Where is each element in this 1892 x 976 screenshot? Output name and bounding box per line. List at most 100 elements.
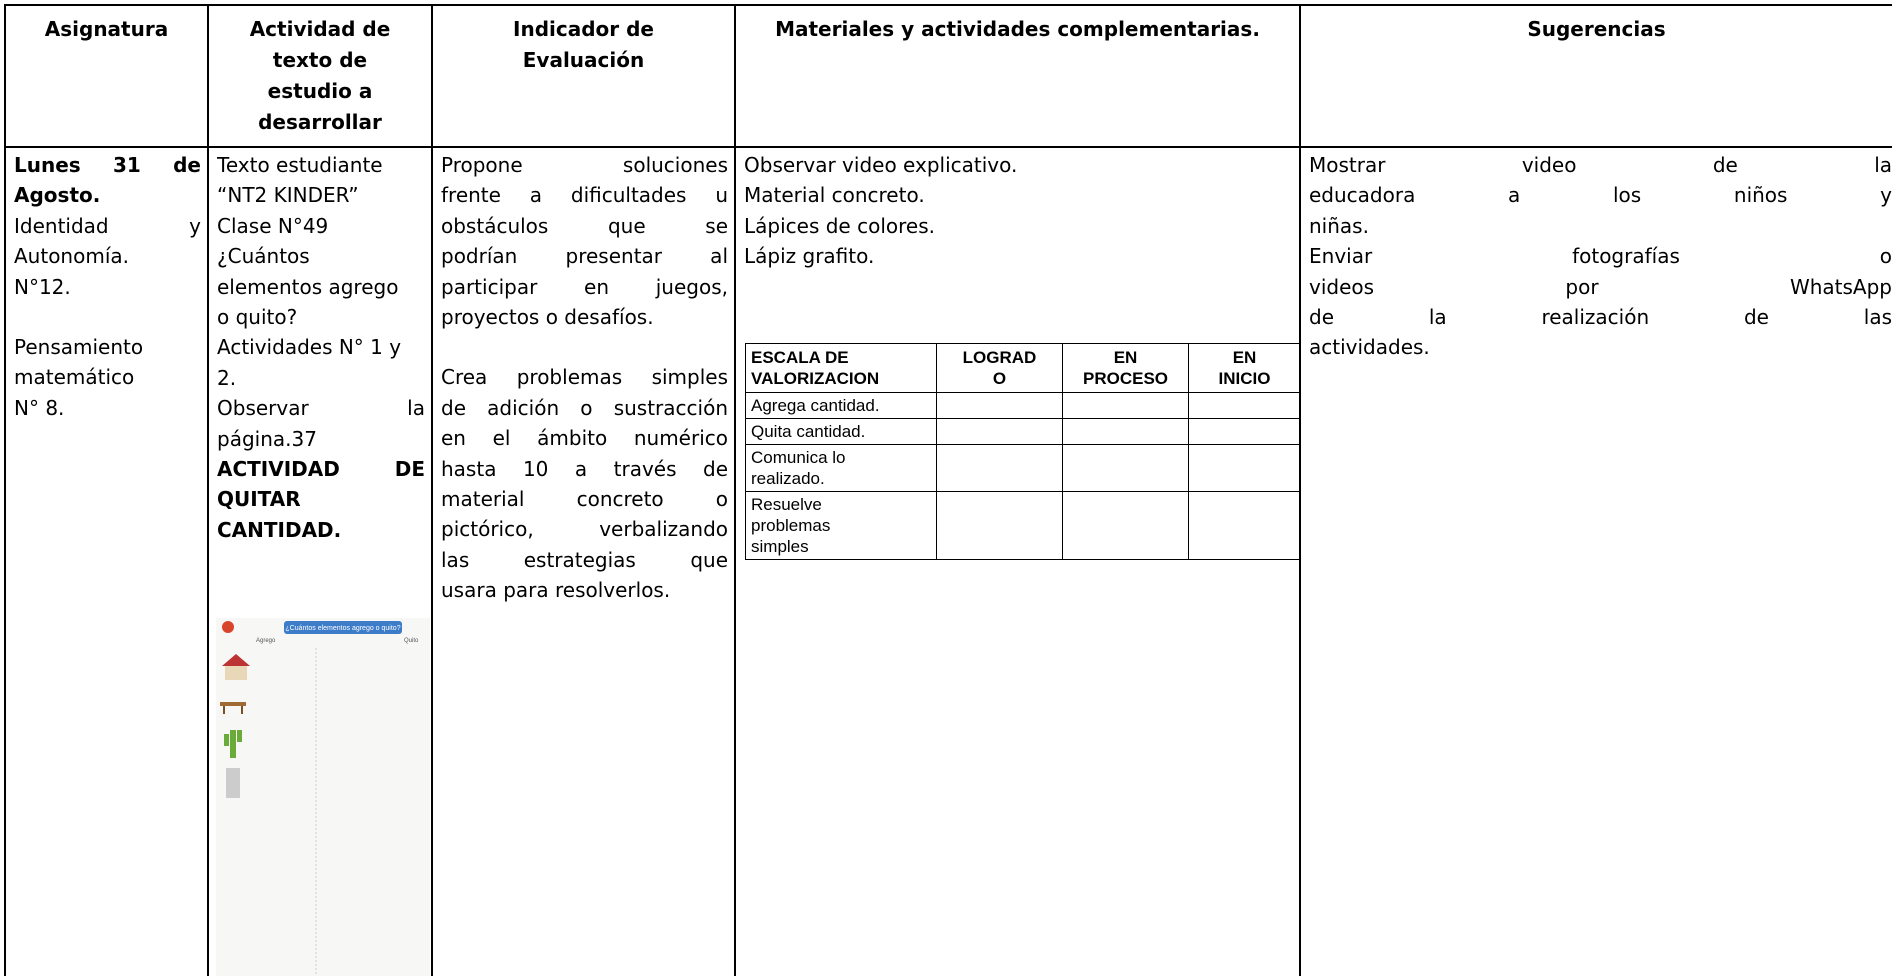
border xyxy=(207,4,209,976)
text-line: obstáculos que se xyxy=(441,213,728,238)
image-label: Agrego xyxy=(256,638,276,644)
icon xyxy=(225,666,247,680)
text-line: educadora a los niños y xyxy=(1309,183,1892,208)
rubric-row: Comunica lo realizado. xyxy=(745,444,1301,492)
rubric-criterion: Comunica lo realizado. xyxy=(745,444,937,492)
rubric-header-text: LOGRAD xyxy=(962,348,1037,367)
rubric-header-text: ESCALA DE xyxy=(751,348,849,367)
text-line: Actividades N° 1 y xyxy=(217,335,402,360)
rubric-table: ESCALA DE VALORIZACION LOGRAD O EN PROCESO EN I… xyxy=(745,343,1301,560)
workbook-image: ¿Cuántos elementos agrego o quito? Agreg… xyxy=(216,618,430,976)
header-text: Materiales y actividades complementarias… xyxy=(775,17,1260,41)
header-cell: Sugerencias xyxy=(1301,14,1892,45)
rubric-row: Quita cantidad. xyxy=(745,418,1301,445)
text-line: de la realización de las xyxy=(1309,305,1892,330)
header-text: desarrollar xyxy=(258,110,382,134)
icon xyxy=(220,702,246,706)
header-cell: Materiales y actividades complementarias… xyxy=(736,14,1299,45)
text-line: Observar la xyxy=(217,396,425,421)
paragraph: Lunes 31 de Agosto. Identidad y Autonomía. N… xyxy=(14,150,201,302)
rubric-text: problemas xyxy=(751,516,831,535)
rubric-row: Agrega cantidad. xyxy=(745,392,1301,419)
paragraph: Mostrar video de la educadora a los niños… xyxy=(1309,150,1892,241)
body-cell: Mostrar video de la educadora a los niños… xyxy=(1301,150,1892,363)
text-line: material concreto o xyxy=(441,487,728,512)
text-line: de adición o sustracción xyxy=(441,395,728,420)
rubric-empty-cell xyxy=(936,392,1063,419)
text-line: niñas. xyxy=(1309,213,1369,238)
header-cell: Actividad de texto de estudio a desarrollar xyxy=(209,14,431,138)
rubric-header-text: EN xyxy=(1113,348,1138,367)
rubric-row: Resuelve problemas simples xyxy=(745,491,1301,560)
icon xyxy=(222,654,250,666)
rubric-text: realizado. xyxy=(751,469,825,488)
image-title: ¿Cuántos elementos agrego o quito? xyxy=(285,625,400,632)
border xyxy=(4,4,1892,6)
text-line: QUITAR xyxy=(217,487,301,512)
text-line: Propone soluciones xyxy=(441,153,728,177)
text-line: Agosto. xyxy=(14,183,101,208)
icon xyxy=(230,730,236,758)
icon xyxy=(237,730,242,742)
rubric-empty-cell xyxy=(1188,392,1301,419)
text-line: Lunes 31 de xyxy=(14,153,201,177)
text-line: “NT2 KINDER” xyxy=(217,183,359,208)
paragraph: Crea problemas simples de adición o sustr… xyxy=(441,362,728,605)
rubric-header: ESCALA DE VALORIZACION LOGRAD O EN PROCESO EN I… xyxy=(745,343,1301,393)
text-line: matemático xyxy=(14,365,135,390)
rubric-text: Comunica lo xyxy=(751,448,846,467)
rubric-header-text: INICIO xyxy=(1218,369,1271,388)
header-text: Asignatura xyxy=(44,17,169,41)
header-cell: Asignatura xyxy=(6,14,207,45)
text-line: N°12. xyxy=(14,274,71,299)
text-line: Lápiz grafito. xyxy=(744,244,875,269)
header-text: texto de xyxy=(272,48,368,72)
rubric-text: Resuelve xyxy=(751,495,822,514)
text-line: CANTIDAD. xyxy=(217,517,342,542)
rubric-empty-cell xyxy=(936,418,1063,445)
rubric-header-text: O xyxy=(992,369,1007,388)
text-line: N° 8. xyxy=(14,395,65,420)
text-line: Identidad y xyxy=(14,213,201,238)
text-line: usara para resolverlos. xyxy=(441,578,671,603)
paragraph: Observar video explicativo. Material conc… xyxy=(744,150,1293,272)
rubric-header-cell: EN INICIO xyxy=(1188,343,1301,393)
border xyxy=(4,146,1892,148)
text-line: Enviar fotografías o xyxy=(1309,244,1892,269)
icon xyxy=(224,734,229,746)
rubric-empty-cell xyxy=(1188,444,1301,492)
icon xyxy=(222,621,234,633)
rubric-criterion: Agrega cantidad. xyxy=(745,392,937,419)
image-bg xyxy=(216,618,430,976)
rubric-header-text: VALORIZACION xyxy=(751,369,880,388)
body-cell: Lunes 31 de Agosto. Identidad y Autonomía. N… xyxy=(6,150,207,423)
text-line: Lápices de colores. xyxy=(744,213,935,238)
rubric-empty-cell xyxy=(936,491,1063,560)
border xyxy=(734,4,736,976)
rubric-text: simples xyxy=(751,537,809,556)
icon xyxy=(223,706,225,714)
text-line: Texto estudiante xyxy=(217,153,383,177)
text-line: Autonomía. xyxy=(14,244,129,269)
text-line: 2. xyxy=(217,365,237,390)
rubric-empty-cell xyxy=(1062,491,1189,560)
text-line: página.37 xyxy=(217,426,317,451)
rubric-header-cell: LOGRAD O xyxy=(936,343,1063,393)
rubric-empty-cell xyxy=(936,444,1063,492)
rubric-header-cell: ESCALA DE VALORIZACION xyxy=(745,343,937,393)
title-pill xyxy=(284,621,402,634)
text-line: ¿Cuántos xyxy=(217,244,310,269)
text-line: podrían presentar al xyxy=(441,244,728,269)
rubric-criterion: Quita cantidad. xyxy=(745,418,937,445)
text-line: Pensamiento xyxy=(14,335,144,360)
text-line: proyectos o desafíos. xyxy=(441,305,654,330)
text-line: videos por WhatsApp xyxy=(1309,274,1892,299)
icon xyxy=(241,706,243,714)
rubric-empty-cell xyxy=(1188,418,1301,445)
text-line: frente a dificultades u xyxy=(441,183,728,208)
text-line: actividades. xyxy=(1309,335,1430,360)
header-text: Actividad de xyxy=(249,17,391,41)
rubric-header-text: EN xyxy=(1232,348,1257,367)
text-line: en el ámbito numérico xyxy=(441,426,728,451)
